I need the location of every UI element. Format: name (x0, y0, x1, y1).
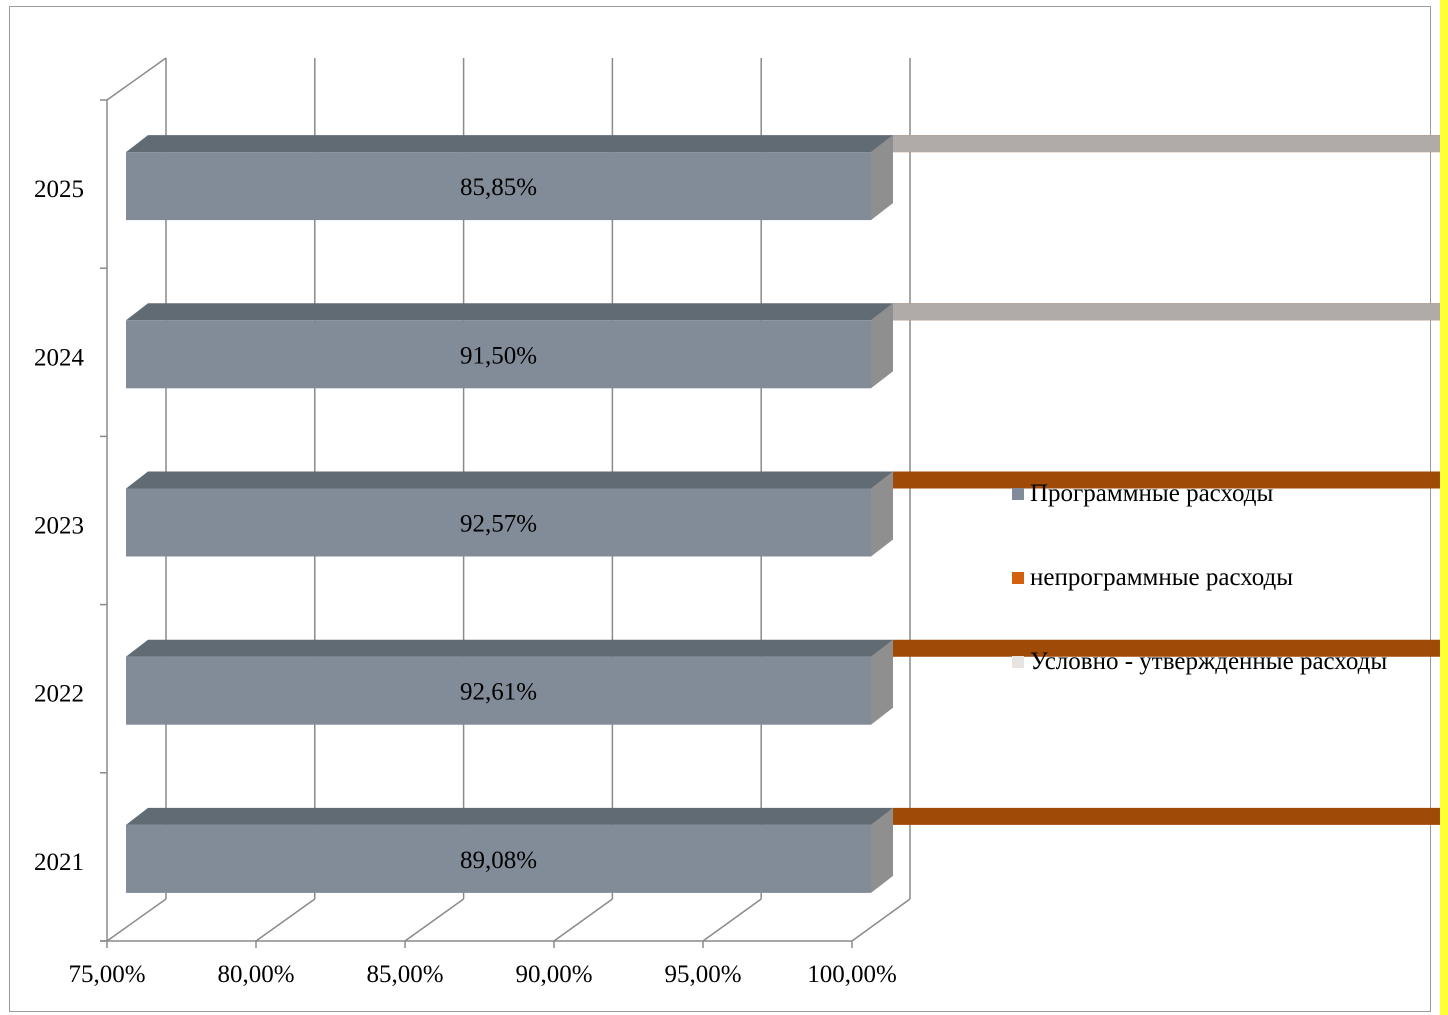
y-tick-label: 2025 (34, 176, 84, 203)
legend: Программные расходы непрограммные расход… (1012, 475, 1387, 727)
y-axis-depth-line (106, 57, 167, 101)
legend-item-nonprogram: непрограммные расходы (1012, 559, 1387, 597)
legend-swatch-program (1012, 488, 1024, 500)
x-tick-label: 85,00% (366, 961, 443, 988)
floor-gridline (404, 898, 465, 942)
bar-top-face (871, 807, 1440, 825)
bar-side-face (871, 639, 893, 725)
legend-swatch-conditional (1012, 656, 1024, 668)
legend-item-conditional: Условно - утвержденные расходы (1012, 643, 1387, 681)
bar-side-face (871, 471, 893, 557)
floor-gridline (106, 898, 167, 942)
yellow-edge (1440, 0, 1448, 1015)
legend-label-program: Программные расходы (1030, 480, 1274, 507)
y-tick-label: 2024 (34, 344, 85, 371)
legend-label-conditional: Условно - утвержденные расходы (1030, 648, 1388, 675)
floor-gridline (851, 898, 911, 942)
y-tick-label: 2021 (34, 849, 84, 876)
bar-top-face (871, 471, 1440, 489)
data-label: 91,50% (460, 342, 537, 369)
bar-side-face (871, 303, 893, 389)
x-tick-label: 80,00% (217, 961, 294, 988)
bar-top-face (126, 639, 893, 657)
data-label: 92,57% (460, 511, 537, 538)
floor-gridline (553, 898, 613, 942)
bar-side-face (871, 135, 893, 221)
legend-swatch-nonprogram (1012, 572, 1024, 584)
legend-label-nonprogram: непрограммные расходы (1030, 564, 1294, 591)
bar-segment (126, 320, 871, 389)
bar-segment (126, 656, 871, 725)
bar-segment (126, 152, 871, 221)
bar-side-face (871, 807, 893, 893)
legend-item-program: Программные расходы (1012, 475, 1387, 513)
bar-segment (126, 824, 871, 893)
data-label: 85,85% (460, 174, 537, 201)
x-tick-label: 100,00% (807, 961, 897, 988)
data-label: 92,61% (460, 679, 537, 706)
y-tick-label: 2022 (34, 681, 84, 708)
bar-top-face (126, 471, 893, 489)
bar-top-face (871, 135, 1440, 153)
x-tick-label: 90,00% (515, 961, 592, 988)
y-tick-label: 2023 (34, 513, 84, 540)
x-tick-label: 95,00% (664, 961, 741, 988)
x-tick-label: 75,00% (68, 961, 145, 988)
bar-top-face (126, 135, 893, 153)
data-label: 89,08% (460, 847, 537, 874)
bar-top-face (126, 303, 893, 321)
bar-top-face (126, 807, 893, 825)
bar-top-face (871, 303, 1440, 321)
floor-gridline (702, 898, 762, 942)
floor-gridline (255, 898, 316, 942)
bar-top-face (871, 639, 1440, 657)
bar-segment (126, 488, 871, 557)
